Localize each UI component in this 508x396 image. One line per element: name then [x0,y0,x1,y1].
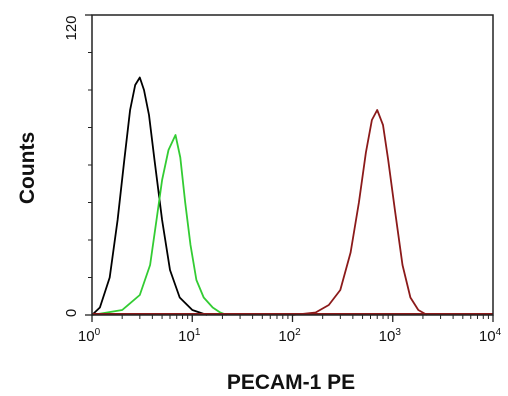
y-tick-label: 120 [63,15,80,40]
x-axis-title: PECAM-1 PE [227,371,355,394]
axes: 100 101 102 103 104 0 120 [63,14,502,345]
plot-area [91,76,493,316]
plot-frame [91,14,494,316]
x-tick-label: 100 [78,327,101,345]
x-tick-label: 101 [178,327,201,345]
y-axis-title: Counts [16,132,39,204]
x-tick-label: 103 [379,327,402,345]
series-line-2 [91,134,227,316]
y-tick-label: 0 [63,309,80,317]
series-line-1 [91,76,208,316]
x-tick-label: 102 [278,327,301,345]
x-tick-label: 104 [479,327,502,345]
series-line-3 [292,109,428,316]
